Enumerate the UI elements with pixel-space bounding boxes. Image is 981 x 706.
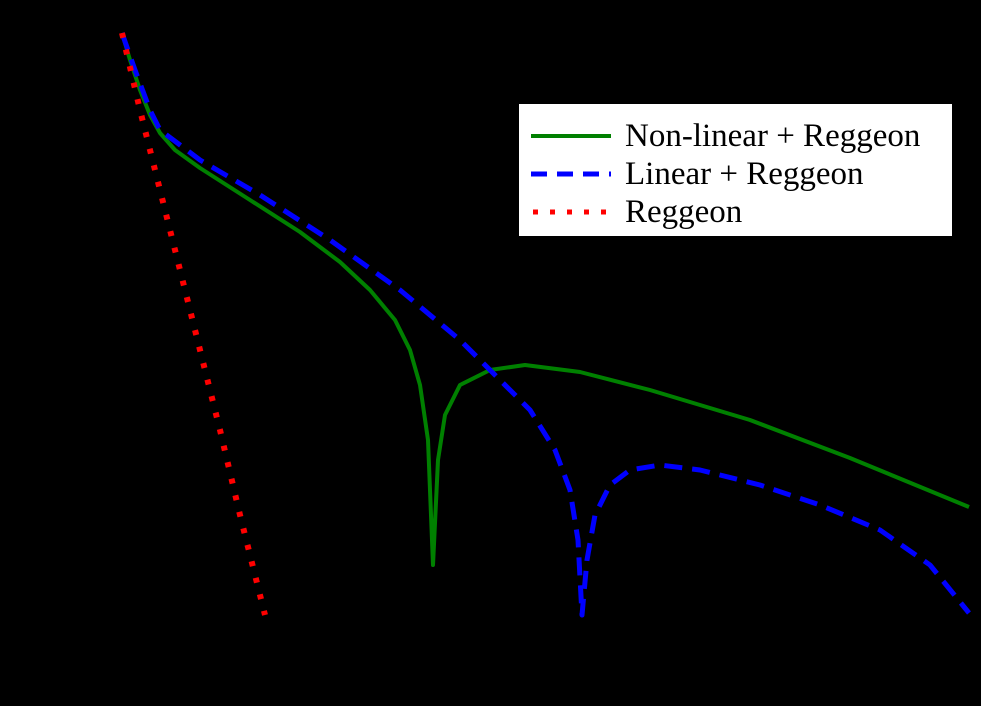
legend-label: Non-linear + Reggeon <box>625 118 921 154</box>
legend-swatch-dashed-icon <box>531 171 611 177</box>
legend-item-reggeon: Reggeon <box>519 192 952 232</box>
legend-swatch-dotted-icon <box>533 209 611 215</box>
legend-label: Linear + Reggeon <box>625 156 864 192</box>
legend-item-linear-reggeon: Linear + Reggeon <box>519 154 952 194</box>
legend-item-nonlinear-reggeon: Non-linear + Reggeon <box>519 116 952 156</box>
legend-swatch-solid-icon <box>531 134 611 138</box>
series-linear-reggeon-line <box>119 32 971 618</box>
legend: Non-linear + Reggeon Linear + Reggeon Re… <box>519 104 952 236</box>
legend-label: Reggeon <box>625 194 743 230</box>
series-nonlinear-reggeon-line <box>120 32 970 567</box>
series-reggeon-line <box>119 32 268 616</box>
